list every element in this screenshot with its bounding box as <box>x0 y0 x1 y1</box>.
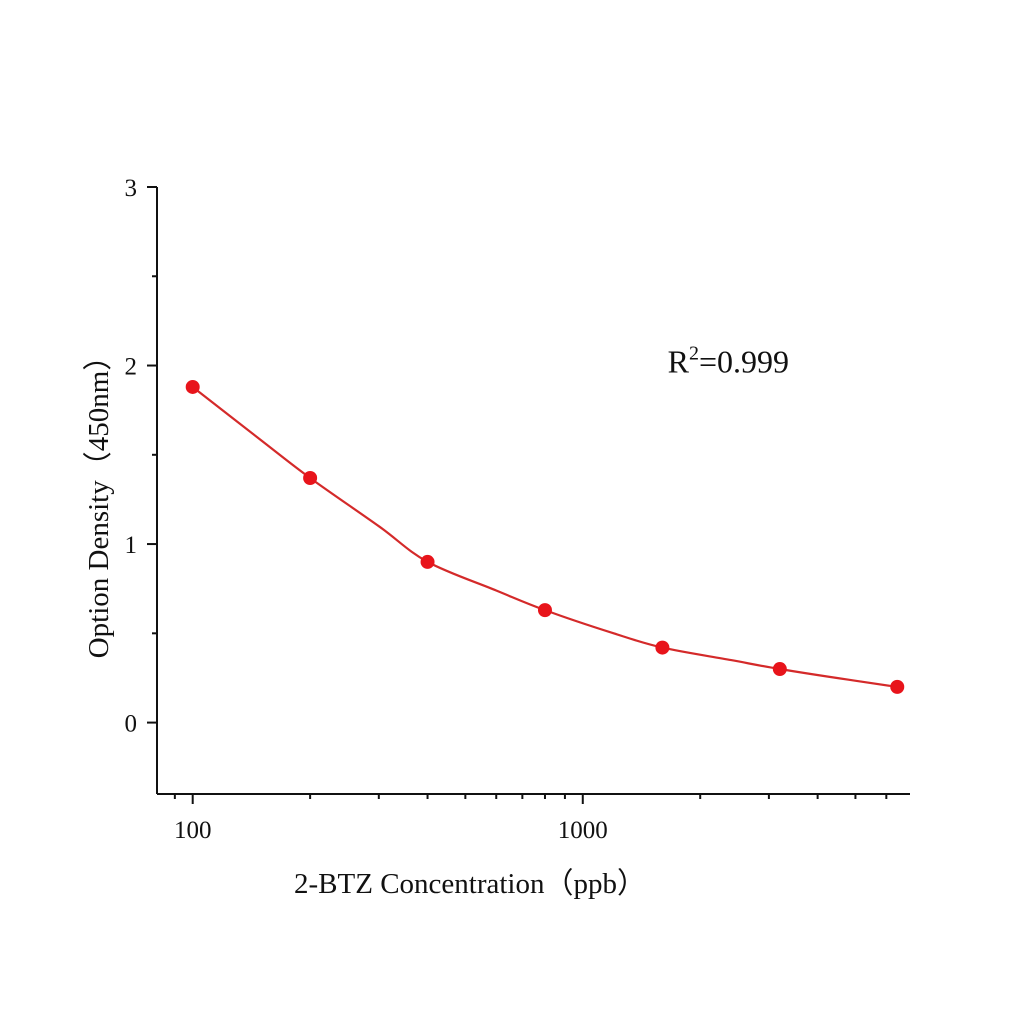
data-point <box>772 662 787 677</box>
y-axis-title: Option Density（450nm） <box>83 342 115 659</box>
data-point <box>185 379 200 394</box>
data-point <box>537 603 552 618</box>
r-squared-value: =0.999 <box>699 344 789 380</box>
x-tick-label: 100 <box>174 817 212 844</box>
y-tick-label: 3 <box>125 175 138 202</box>
r-squared-superscript: 2 <box>689 343 699 365</box>
r-squared-base: R <box>668 344 690 380</box>
x-axis-title: 2-BTZ Concentration（ppb） <box>294 868 646 900</box>
data-points <box>185 379 905 694</box>
data-point <box>420 554 435 569</box>
x-tick-label: 1000 <box>558 817 608 844</box>
axis-ticks <box>147 186 888 804</box>
axis-tick-labels: 0 1 2 3 100 1000 <box>125 175 608 844</box>
y-tick-label: 1 <box>125 532 138 559</box>
fit-curve-layer <box>192 386 898 688</box>
data-point <box>655 640 670 655</box>
axes <box>156 187 910 795</box>
fit-curve-line <box>192 386 898 688</box>
r-squared-annotation: R2=0.999 <box>668 343 789 380</box>
data-point <box>890 679 905 694</box>
data-point <box>303 471 318 486</box>
y-tick-label: 2 <box>125 354 138 381</box>
y-tick-label: 0 <box>125 711 138 738</box>
